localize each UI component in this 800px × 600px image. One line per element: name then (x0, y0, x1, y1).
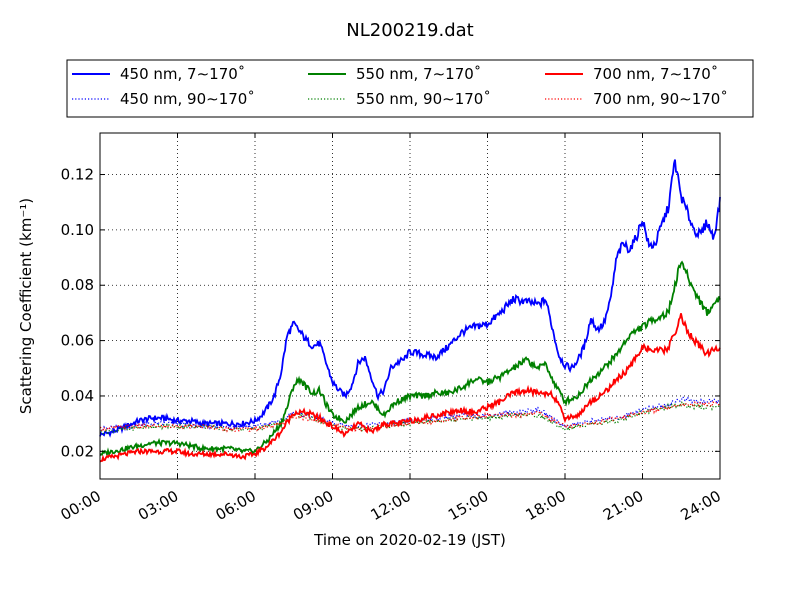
legend-label: 450 nm, 90∼170˚ (120, 90, 255, 108)
y-tick-label: 0.12 (61, 166, 94, 184)
series-line (99, 401, 721, 435)
y-tick-label: 0.10 (61, 221, 94, 239)
series-line (99, 313, 721, 463)
legend-label: 700 nm, 7∼170˚ (593, 65, 718, 83)
legend-box (66, 59, 754, 118)
series-line (99, 159, 721, 438)
series-line (99, 260, 721, 458)
series-layer (99, 159, 721, 463)
y-tick-label: 0.08 (61, 276, 94, 294)
y-axis-label: Scattering Coefficient (km⁻¹) (17, 198, 35, 414)
legend-label: 550 nm, 90∼170˚ (356, 90, 491, 108)
y-tick-label: 0.04 (61, 387, 94, 405)
grid (100, 133, 720, 479)
x-axis-label: Time on 2020-02-19 (JST) (313, 531, 506, 549)
chart-title: NL200219.dat (346, 20, 473, 41)
y-tick-label: 0.02 (61, 442, 94, 460)
legend: 450 nm, 7∼170˚ 550 nm, 7∼170˚ 700 nm, 7∼17… (66, 59, 754, 118)
legend-label: 700 nm, 90∼170˚ (593, 90, 728, 108)
y-tick-label: 0.06 (61, 332, 94, 350)
series-line (99, 400, 721, 433)
legend-label: 550 nm, 7∼170˚ (356, 65, 481, 83)
legend-label: 450 nm, 7∼170˚ (120, 65, 245, 83)
